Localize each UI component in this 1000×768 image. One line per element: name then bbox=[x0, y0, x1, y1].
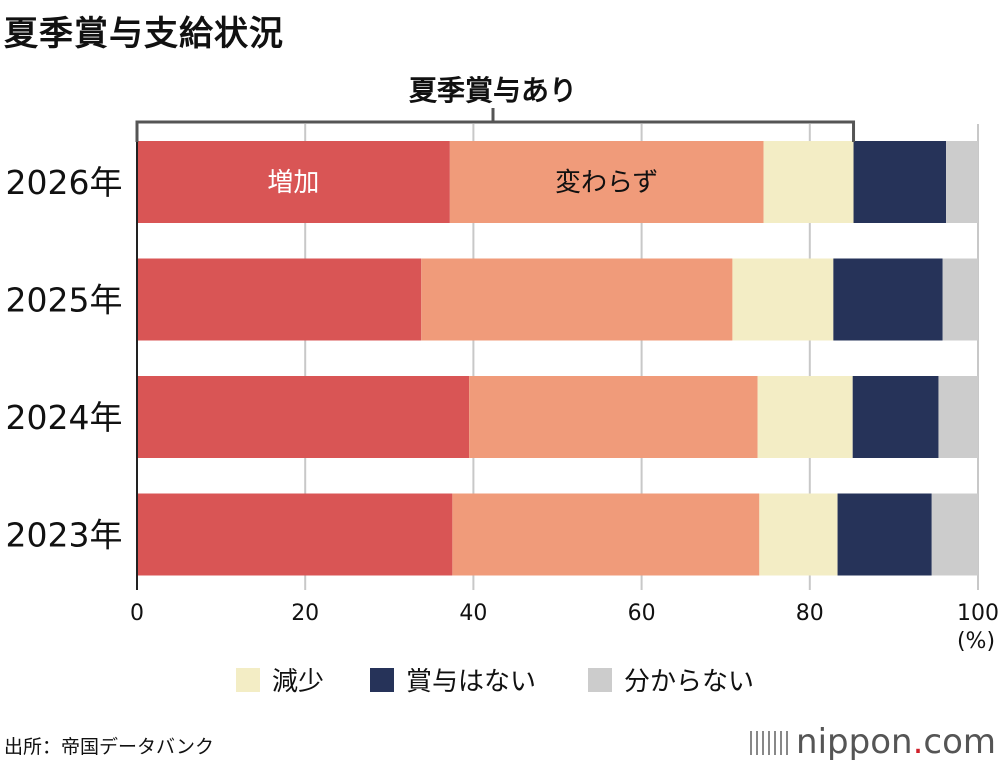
bar-segment bbox=[942, 258, 978, 341]
category-label: 2023年 bbox=[6, 516, 123, 555]
legend-swatch bbox=[370, 668, 394, 692]
bar-segment bbox=[763, 141, 854, 223]
brand-logo: nippon.com bbox=[750, 722, 996, 762]
brand-name: nippon bbox=[796, 722, 913, 762]
x-tick-label: 60 bbox=[628, 601, 656, 626]
x-tick-label: 100 bbox=[957, 601, 999, 626]
bar-segment bbox=[852, 376, 939, 458]
bar-segment bbox=[732, 258, 834, 341]
bar-inline-label: 変わらず bbox=[555, 168, 658, 198]
legend-label: 減少 bbox=[272, 667, 324, 697]
bracket-label: 夏季賞与あり bbox=[409, 74, 577, 107]
legend-swatch bbox=[588, 668, 612, 692]
bar-inline-label: 増加 bbox=[267, 168, 319, 198]
bar-segment bbox=[833, 258, 943, 341]
bar-segment bbox=[931, 493, 978, 576]
x-tick-label: 0 bbox=[130, 601, 144, 626]
legend-swatch bbox=[236, 668, 260, 692]
brand-suffix: com bbox=[923, 722, 996, 762]
logo-mark-icon bbox=[750, 731, 791, 755]
bracket-line bbox=[135, 120, 856, 142]
source-note: 出所：帝国データバンク bbox=[4, 736, 214, 758]
chart-title: 夏季賞与支給状況 bbox=[4, 14, 284, 54]
bar-segment bbox=[469, 376, 758, 458]
bar-segment bbox=[759, 493, 838, 576]
legend-label: 賞与はない bbox=[406, 667, 536, 697]
bar-segment bbox=[757, 376, 853, 458]
bar-segment bbox=[137, 493, 453, 576]
x-tick-label: 20 bbox=[291, 601, 319, 626]
bar-segment bbox=[853, 141, 947, 223]
bar-segment bbox=[452, 493, 760, 576]
category-label: 2025年 bbox=[6, 281, 123, 320]
category-label: 2024年 bbox=[6, 398, 123, 437]
legend-label: 分からない bbox=[624, 667, 754, 697]
x-unit-label: (%) bbox=[957, 629, 995, 654]
bar-segment bbox=[837, 493, 932, 576]
bar-segment bbox=[421, 258, 733, 341]
category-label: 2026年 bbox=[6, 163, 123, 202]
brand-dot: . bbox=[912, 722, 924, 762]
bar-segment bbox=[946, 141, 978, 223]
bar-segment bbox=[137, 141, 450, 223]
bar-segment bbox=[137, 258, 422, 341]
bar-segment bbox=[449, 141, 764, 223]
x-tick-label: 80 bbox=[796, 601, 824, 626]
x-tick-label: 40 bbox=[459, 601, 487, 626]
bar-segment bbox=[137, 376, 470, 458]
bar-segment bbox=[938, 376, 978, 458]
